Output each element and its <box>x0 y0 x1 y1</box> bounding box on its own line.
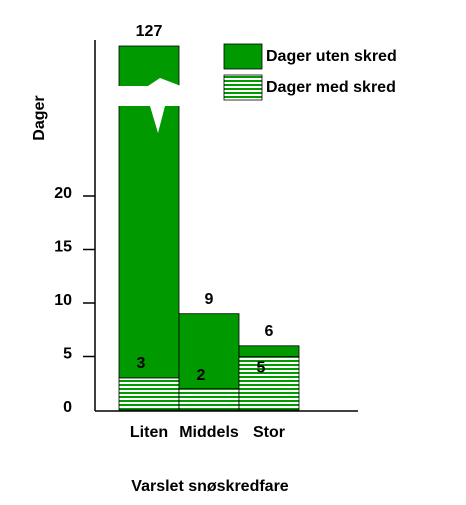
value-label: 3 <box>137 355 146 372</box>
legend-label: Dager uten skred <box>266 48 397 65</box>
total-label: 127 <box>136 23 163 40</box>
y-tick-label: 10 <box>54 292 72 309</box>
x-tick-label: Middels <box>179 424 239 441</box>
bar-segment <box>178 388 240 411</box>
y-tick-label: 5 <box>63 346 72 363</box>
x-tick-label: Liten <box>130 424 168 441</box>
x-axis-label: Varslet snøskredfare <box>131 478 289 495</box>
bar-segment <box>118 377 180 411</box>
axis-break <box>117 78 181 133</box>
legend-label: Dager med skred <box>266 79 396 96</box>
total-label: 6 <box>265 323 274 340</box>
value-label: 5 <box>257 360 266 377</box>
y-tick-label: 15 <box>54 239 72 256</box>
legend-swatch <box>223 43 263 70</box>
y-tick-label: 0 <box>63 399 72 416</box>
total-label: 9 <box>205 291 214 308</box>
bar-segment <box>238 356 300 411</box>
bar-segment <box>238 345 300 357</box>
bar-segment <box>178 313 240 390</box>
x-tick-label: Stor <box>253 424 285 441</box>
value-label: 2 <box>197 367 206 384</box>
y-tick-label: 20 <box>54 185 72 202</box>
y-axis-label: Dager <box>31 95 48 140</box>
legend-swatch <box>223 74 263 101</box>
